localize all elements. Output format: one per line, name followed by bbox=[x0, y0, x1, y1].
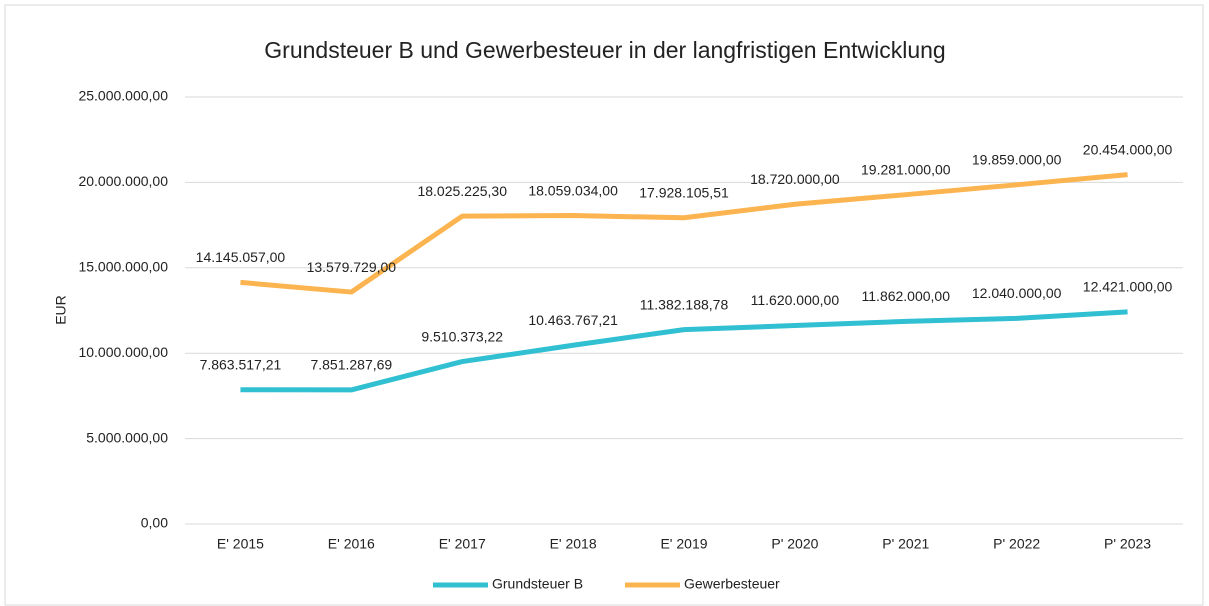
x-tick-label: P' 2021 bbox=[882, 536, 929, 552]
data-label: 18.720.000,00 bbox=[750, 171, 840, 187]
data-label: 11.862.000,00 bbox=[862, 288, 951, 304]
x-tick-label: P' 2023 bbox=[1104, 536, 1151, 552]
x-tick-label: P' 2022 bbox=[993, 536, 1040, 552]
series-line bbox=[240, 172, 1128, 295]
data-label: 18.059.034,00 bbox=[528, 182, 618, 198]
y-tick-label: 15.000.000,00 bbox=[78, 259, 168, 275]
chart-border bbox=[4, 4, 1204, 606]
y-tick-label: 10.000.000,00 bbox=[78, 344, 168, 360]
data-label: 11.382.188,78 bbox=[640, 296, 729, 312]
data-label: 17.928.105,51 bbox=[639, 184, 729, 200]
y-tick-label: 20.000.000,00 bbox=[78, 173, 168, 189]
x-tick-label: E' 2019 bbox=[660, 536, 707, 552]
data-label: 11.620.000,00 bbox=[751, 292, 840, 308]
legend-label: Gewerbesteuer bbox=[684, 576, 780, 592]
y-tick-label: 25.000.000,00 bbox=[78, 88, 168, 104]
x-tick-label: P' 2020 bbox=[771, 536, 818, 552]
series-line bbox=[240, 309, 1128, 393]
x-tick-label: E' 2018 bbox=[550, 536, 597, 552]
data-label: 20.454.000,00 bbox=[1083, 141, 1173, 157]
y-tick-label: 0,00 bbox=[141, 515, 168, 531]
data-label: 18.025.225,30 bbox=[417, 183, 507, 199]
data-label: 19.281.000,00 bbox=[861, 161, 951, 177]
y-tick-label: 5.000.000,00 bbox=[86, 429, 168, 445]
data-label: 7.851.287,69 bbox=[310, 357, 392, 373]
data-label: 14.145.057,00 bbox=[196, 249, 286, 265]
x-tick-label: E' 2016 bbox=[328, 536, 375, 552]
data-label: 12.040.000,00 bbox=[972, 285, 1062, 301]
data-label: 13.579.729,00 bbox=[307, 259, 397, 275]
x-tick-label: E' 2015 bbox=[217, 536, 264, 552]
data-label: 10.463.767,21 bbox=[528, 312, 618, 328]
data-label: 7.863.517,21 bbox=[200, 356, 282, 372]
legend-label: Grundsteuer B bbox=[492, 576, 583, 592]
chart-title: Grundsteuer B und Gewerbesteuer in der l… bbox=[264, 37, 945, 63]
data-label: 12.421.000,00 bbox=[1083, 279, 1173, 295]
y-axis-label: EUR bbox=[53, 295, 69, 325]
data-label: 9.510.373,22 bbox=[421, 328, 503, 344]
x-tick-label: E' 2017 bbox=[439, 536, 486, 552]
data-label: 19.859.000,00 bbox=[972, 152, 1062, 168]
